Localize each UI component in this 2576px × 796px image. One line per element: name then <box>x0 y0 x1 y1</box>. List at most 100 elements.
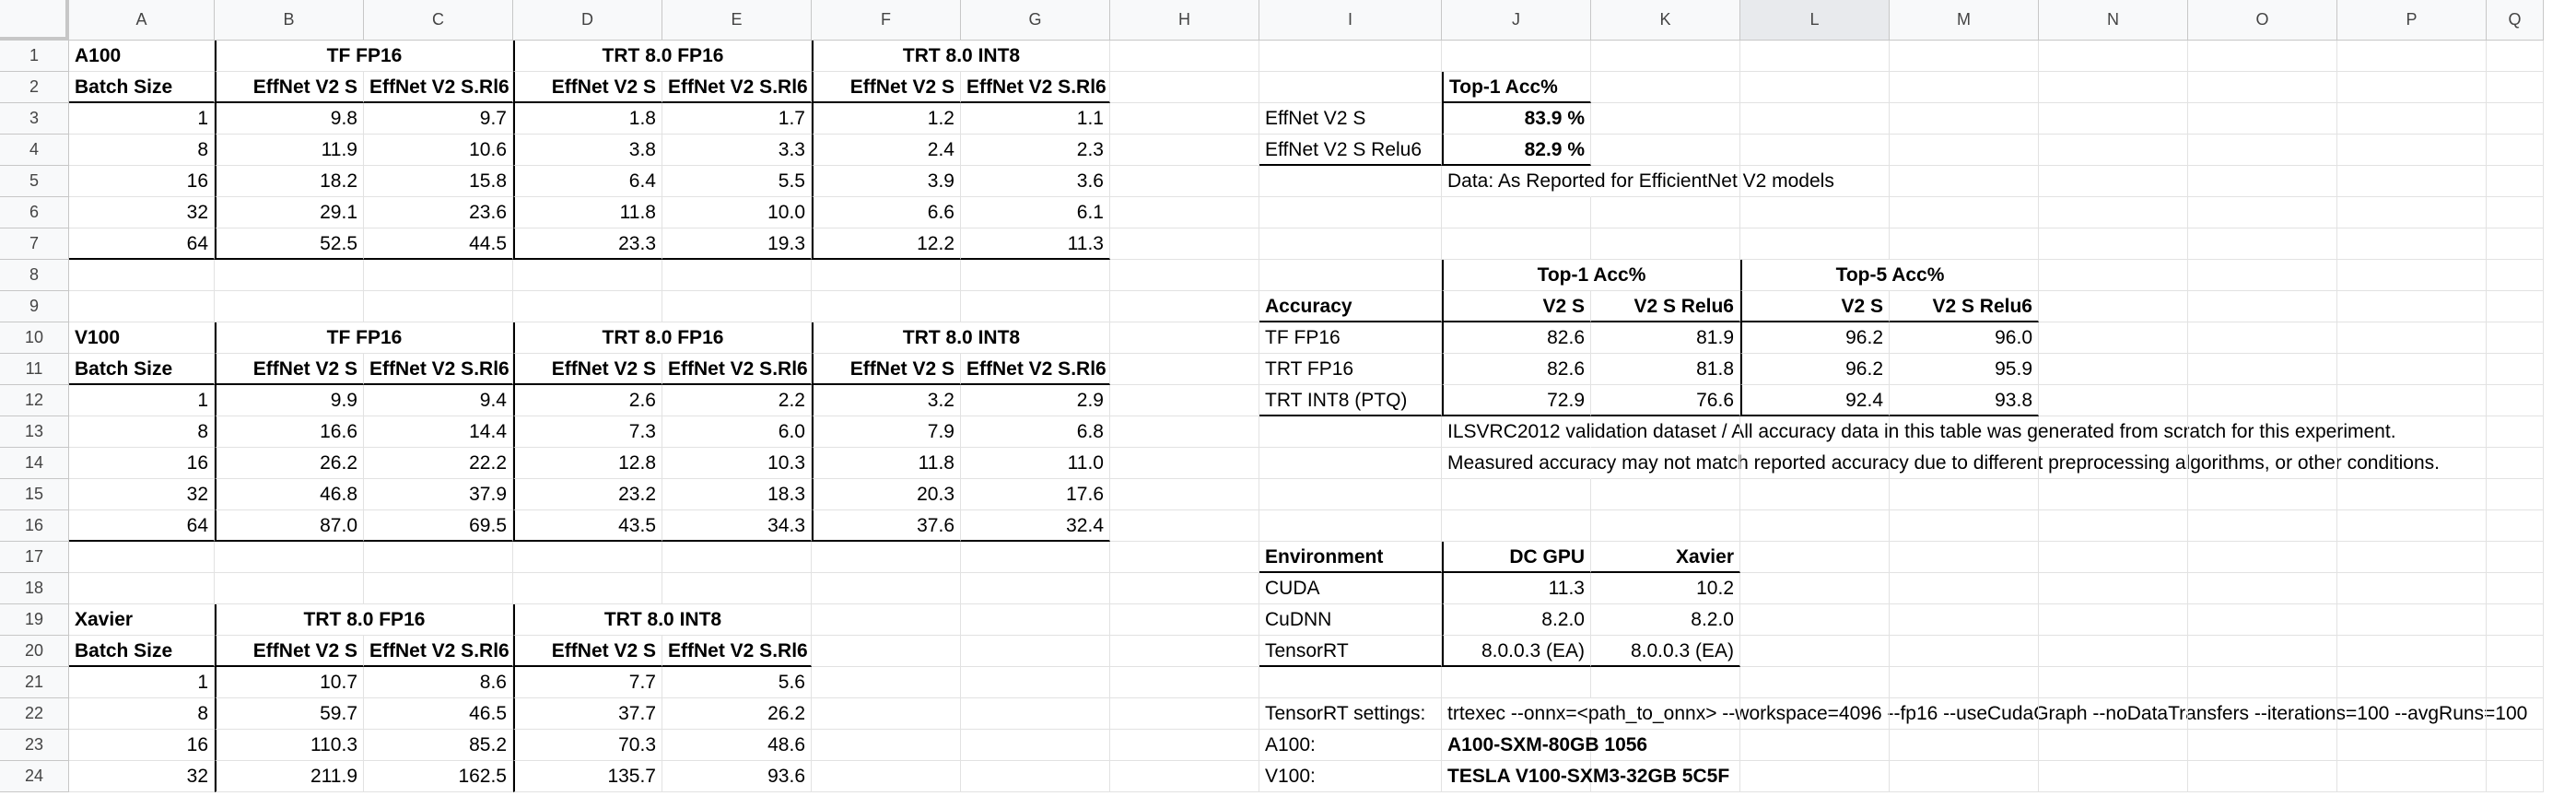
cell-b11[interactable]: EffNet V2 S <box>215 354 364 385</box>
cell-k15[interactable] <box>1591 479 1740 510</box>
row-header-7[interactable]: 7 <box>0 228 69 260</box>
cell-h14[interactable] <box>1110 448 1259 479</box>
cell-k1[interactable] <box>1591 41 1740 72</box>
cell-k10[interactable]: 81.9 <box>1591 322 1740 354</box>
cell-e5[interactable]: 5.5 <box>662 166 812 197</box>
cell-l23[interactable] <box>1740 730 1890 761</box>
cell-e2[interactable]: EffNet V2 S.Rl6 <box>662 72 812 103</box>
row-header-24[interactable]: 24 <box>0 761 69 792</box>
cell-j13[interactable]: ILSVRC2012 validation dataset / All accu… <box>1442 416 2396 448</box>
cell-a3[interactable]: 1 <box>69 103 215 135</box>
cell-p8[interactable] <box>2337 260 2487 291</box>
cell-j1[interactable] <box>1442 41 1591 72</box>
cell-k12[interactable]: 76.6 <box>1591 385 1740 416</box>
cell-m13[interactable] <box>1890 416 2039 448</box>
column-header-c[interactable]: C <box>364 0 513 41</box>
cell-h23[interactable] <box>1110 730 1259 761</box>
cell-g8[interactable] <box>961 260 1110 291</box>
cell-o9[interactable] <box>2188 291 2337 322</box>
cell-j18[interactable]: 11.3 <box>1442 573 1591 604</box>
cell-a7[interactable]: 64 <box>69 228 215 260</box>
cell-h13[interactable] <box>1110 416 1259 448</box>
column-header-p[interactable]: P <box>2337 0 2487 41</box>
cell-q7[interactable] <box>2487 228 2544 260</box>
cell-c9[interactable] <box>364 291 513 322</box>
cell-h10[interactable] <box>1110 322 1259 354</box>
cell-m17[interactable] <box>1890 542 2039 573</box>
cell-q3[interactable] <box>2487 103 2544 135</box>
row-header-4[interactable]: 4 <box>0 135 69 166</box>
cell-e18[interactable] <box>662 573 812 604</box>
cell-n23[interactable] <box>2039 730 2188 761</box>
row-header-9[interactable]: 9 <box>0 291 69 322</box>
cell-n19[interactable] <box>2039 604 2188 636</box>
cell-b15[interactable]: 46.8 <box>215 479 364 510</box>
cell-p19[interactable] <box>2337 604 2487 636</box>
column-header-q[interactable]: Q <box>2487 0 2544 41</box>
cell-f24[interactable] <box>812 761 961 792</box>
cell-g3[interactable]: 1.1 <box>961 103 1110 135</box>
cell-o22[interactable] <box>2188 698 2337 730</box>
cell-g13[interactable]: 6.8 <box>961 416 1110 448</box>
cell-n6[interactable] <box>2039 197 2188 228</box>
cell-a6[interactable]: 32 <box>69 197 215 228</box>
cell-q19[interactable] <box>2487 604 2544 636</box>
cell-q1[interactable] <box>2487 41 2544 72</box>
cell-a9[interactable] <box>69 291 215 322</box>
cell-f4[interactable]: 2.4 <box>812 135 961 166</box>
cell-i21[interactable] <box>1259 667 1442 698</box>
cell-m6[interactable] <box>1890 197 2039 228</box>
cell-e21[interactable]: 5.6 <box>662 667 812 698</box>
cell-p10[interactable] <box>2337 322 2487 354</box>
cell-f13[interactable]: 7.9 <box>812 416 961 448</box>
cell-a24[interactable]: 32 <box>69 761 215 792</box>
cell-m14[interactable] <box>1890 448 2039 479</box>
cell-o2[interactable] <box>2188 72 2337 103</box>
cell-e12[interactable]: 2.2 <box>662 385 812 416</box>
cell-k2[interactable] <box>1591 72 1740 103</box>
cell-l19[interactable] <box>1740 604 1890 636</box>
cell-e16[interactable]: 34.3 <box>662 510 812 542</box>
row-header-14[interactable]: 14 <box>0 448 69 479</box>
cell-e20[interactable]: EffNet V2 S.Rl6 <box>662 636 812 667</box>
cell-h19[interactable] <box>1110 604 1259 636</box>
cell-f17[interactable] <box>812 542 961 573</box>
cell-i24[interactable]: V100: <box>1259 761 1442 792</box>
cell-d17[interactable] <box>513 542 662 573</box>
cell-c15[interactable]: 37.9 <box>364 479 513 510</box>
cell-k4[interactable] <box>1591 135 1740 166</box>
column-header-a[interactable]: A <box>69 0 215 41</box>
cell-e17[interactable] <box>662 542 812 573</box>
cell-d2[interactable]: EffNet V2 S <box>513 72 662 103</box>
cell-i11[interactable]: TRT FP16 <box>1259 354 1442 385</box>
row-header-17[interactable]: 17 <box>0 542 69 573</box>
column-header-n[interactable]: N <box>2039 0 2188 41</box>
cell-i19[interactable]: CuDNN <box>1259 604 1442 636</box>
cell-o19[interactable] <box>2188 604 2337 636</box>
cell-q22[interactable] <box>2487 698 2544 730</box>
column-header-h[interactable]: H <box>1110 0 1259 41</box>
cell-g9[interactable] <box>961 291 1110 322</box>
cell-l4[interactable] <box>1740 135 1890 166</box>
cell-b16[interactable]: 87.0 <box>215 510 364 542</box>
cell-j3[interactable]: 83.9 % <box>1442 103 1591 135</box>
cell-k16[interactable] <box>1591 510 1740 542</box>
column-header-o[interactable]: O <box>2188 0 2337 41</box>
cell-l10[interactable]: 96.2 <box>1740 322 1890 354</box>
cell-f8[interactable] <box>812 260 961 291</box>
cell-d4[interactable]: 3.8 <box>513 135 662 166</box>
row-header-20[interactable]: 20 <box>0 636 69 667</box>
cell-h5[interactable] <box>1110 166 1259 197</box>
cell-f20[interactable] <box>812 636 961 667</box>
cell-e8[interactable] <box>662 260 812 291</box>
cell-j16[interactable] <box>1442 510 1591 542</box>
cell-p9[interactable] <box>2337 291 2487 322</box>
row-header-15[interactable]: 15 <box>0 479 69 510</box>
cell-l8[interactable]: Top-5 Acc% <box>1740 260 2039 291</box>
cell-i12[interactable]: TRT INT8 (PTQ) <box>1259 385 1442 416</box>
cell-k23[interactable] <box>1591 730 1740 761</box>
cell-b3[interactable]: 9.8 <box>215 103 364 135</box>
cell-f10[interactable]: TRT 8.0 INT8 <box>812 322 1110 354</box>
cell-g7[interactable]: 11.3 <box>961 228 1110 260</box>
